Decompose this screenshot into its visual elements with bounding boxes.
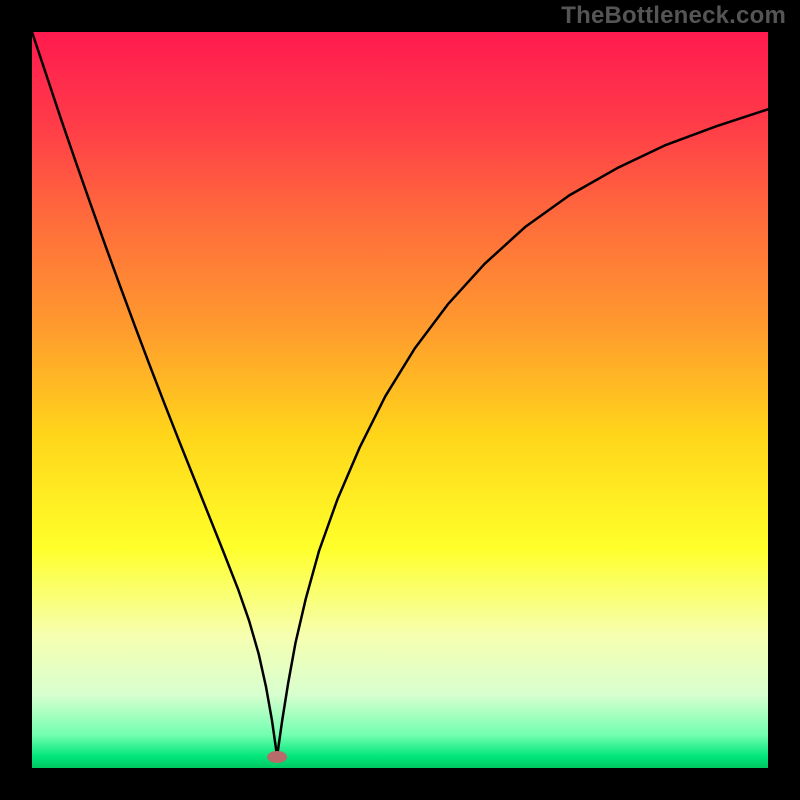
bottleneck-chart	[0, 0, 800, 800]
plot-background	[32, 32, 768, 768]
dip-marker	[267, 751, 287, 763]
watermark-text: TheBottleneck.com	[561, 2, 786, 30]
